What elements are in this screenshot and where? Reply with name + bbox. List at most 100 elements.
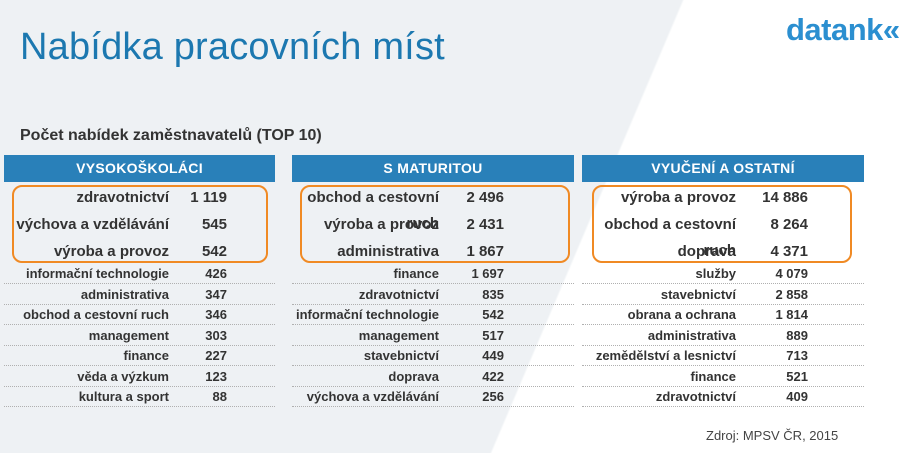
category-label: management: [88, 327, 169, 343]
category-value: 227: [205, 348, 227, 363]
category-row: finance 1 697: [292, 264, 574, 284]
category-value: 1 119: [190, 189, 227, 206]
category-row: obchod a cestovní ruch 346: [4, 305, 275, 325]
source-note: Zdroj: MPSV ČR, 2015: [706, 428, 839, 443]
category-value: 346: [205, 307, 227, 322]
category-row: zdravotnictví 409: [582, 387, 864, 407]
category-value: 713: [786, 348, 808, 363]
column-heading: VYSOKOŠKOLÁCI: [4, 155, 275, 182]
top-category-row: výroba a provoz 542: [4, 239, 275, 265]
category-label: administrativa: [647, 327, 736, 343]
category-value: 1 867: [466, 243, 504, 260]
category-row: kultura a sport 88: [4, 387, 275, 407]
category-label: administrativa: [80, 286, 169, 302]
category-label: stavebnictví: [660, 286, 736, 302]
top-category-row: výroba a provoz 2 431: [292, 212, 574, 238]
category-row: stavebnictví 449: [292, 346, 574, 366]
category-label: doprava: [388, 368, 439, 384]
datank-logo: datank«: [786, 12, 900, 47]
top-category-row: výroba a provoz 14 886: [582, 185, 864, 211]
category-label: výchova a vzdělávání: [306, 389, 439, 404]
table-subtitle: Počet nabídek zaměstnavatelů (TOP 10): [20, 127, 322, 144]
category-value: 449: [482, 348, 504, 363]
category-value: 835: [482, 286, 504, 302]
category-label: výroba a provoz: [53, 243, 169, 260]
top-category-row: obchod a cestovní ruch 2 496: [292, 185, 574, 232]
category-label: finance: [393, 266, 439, 281]
category-row: finance 521: [582, 367, 864, 387]
column-1: VYSOKOŠKOLÁCI zdravotnictví 1 119 výchova a…: [4, 155, 275, 407]
category-label: finance: [690, 368, 736, 384]
category-label: administrativa: [337, 243, 439, 260]
category-value: 4 371: [770, 243, 808, 260]
category-value: 88: [212, 389, 227, 404]
category-label: informační technologie: [295, 307, 439, 322]
category-value: 542: [201, 243, 227, 260]
category-label: zdravotnictví: [655, 389, 736, 404]
top-three-highlight: [592, 185, 852, 263]
column-heading: VYUČENÍ A OSTATNÍ: [582, 155, 864, 182]
category-label: služby: [695, 266, 736, 281]
column-heading: S MATURITOU: [292, 155, 574, 182]
category-label: doprava: [677, 243, 736, 260]
top-category-row: doprava 4 371: [582, 239, 864, 265]
category-row: informační technologie 426: [4, 264, 275, 284]
category-label: věda a výzkum: [77, 368, 169, 384]
category-value: 545: [201, 216, 227, 233]
category-value: 517: [482, 327, 504, 343]
category-row: obrana a ochrana 1 814: [582, 305, 864, 325]
top-category-row: obchod a cestovní ruch 8 264: [582, 212, 864, 259]
top-three-highlight: [300, 185, 570, 263]
category-row: administrativa 347: [4, 285, 275, 305]
top-three-highlight: [12, 185, 268, 263]
category-value: 542: [482, 307, 504, 322]
category-value: 256: [482, 389, 504, 404]
top-category-row: výchova a vzdělávání 545: [4, 212, 275, 238]
category-value: 4 079: [775, 266, 808, 281]
category-row: doprava 422: [292, 367, 574, 387]
column-3: VYUČENÍ A OSTATNÍ výroba a provoz 14 886 ob…: [582, 155, 864, 407]
page-title: Nabídka pracovních míst: [20, 26, 445, 68]
category-value: 521: [786, 368, 808, 384]
category-value: 1 697: [471, 266, 504, 281]
category-value: 1 814: [775, 307, 808, 322]
category-label: zemědělství a lesnictví: [595, 348, 736, 363]
category-label: zdravotnictví: [358, 286, 439, 302]
category-value: 303: [205, 327, 227, 343]
category-row: informační technologie 542: [292, 305, 574, 325]
category-label: finance: [123, 348, 169, 363]
category-label: stavebnictví: [363, 348, 439, 363]
category-value: 426: [205, 266, 227, 281]
category-value: 2 858: [775, 286, 808, 302]
category-value: 2 431: [466, 216, 504, 233]
top-category-row: administrativa 1 867: [292, 239, 574, 265]
category-row: služby 4 079: [582, 264, 864, 284]
category-label: obchod a cestovní ruch: [604, 216, 736, 259]
category-label: management: [358, 327, 439, 343]
category-label: obchod a cestovní ruch: [23, 307, 169, 322]
column-2: S MATURITOU obchod a cestovní ruch 2 496 vý…: [292, 155, 574, 407]
category-label: výchova a vzdělávání: [16, 216, 169, 233]
category-row: finance 227: [4, 346, 275, 366]
category-value: 889: [786, 327, 808, 343]
category-value: 8 264: [770, 216, 808, 233]
category-row: stavebnictví 2 858: [582, 285, 864, 305]
category-label: obchod a cestovní ruch: [307, 189, 439, 232]
category-row: management 303: [4, 326, 275, 346]
category-row: výchova a vzdělávání 256: [292, 387, 574, 407]
category-label: výroba a provoz: [323, 216, 439, 233]
category-value: 2 496: [466, 189, 504, 206]
category-value: 409: [786, 389, 808, 404]
top-category-row: zdravotnictví 1 119: [4, 185, 275, 211]
category-row: věda a výzkum 123: [4, 367, 275, 387]
category-label: zdravotnictví: [76, 189, 169, 206]
category-label: obrana a ochrana: [627, 307, 736, 322]
category-row: management 517: [292, 326, 574, 346]
category-row: administrativa 889: [582, 326, 864, 346]
category-value: 14 886: [762, 189, 808, 206]
category-value: 422: [482, 368, 504, 384]
category-value: 347: [205, 286, 227, 302]
category-value: 123: [205, 368, 227, 384]
category-label: výroba a provoz: [620, 189, 736, 206]
